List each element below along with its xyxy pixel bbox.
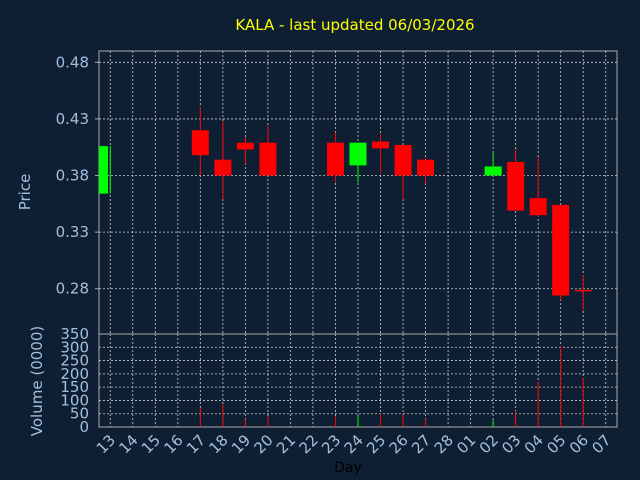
price-tick-label: 0.33 bbox=[56, 223, 89, 241]
x-axis-ticks: 1314151617181920212223242526272801020304… bbox=[93, 431, 615, 457]
volume-tick-label: 150 bbox=[60, 378, 89, 396]
price-panel: 0.48 0.43 0.38 0.33 0.28 bbox=[56, 50, 618, 335]
candle-body bbox=[349, 142, 367, 166]
volume-tick-label: 300 bbox=[60, 338, 89, 356]
volume-tick-label: 100 bbox=[60, 391, 89, 409]
price-tick-label: 0.48 bbox=[56, 53, 89, 71]
candle-body bbox=[191, 130, 209, 156]
candle-body bbox=[552, 204, 570, 296]
price-tick-label: 0.38 bbox=[56, 167, 89, 185]
candle-body bbox=[99, 146, 108, 194]
candle-body bbox=[214, 159, 232, 176]
volume-tick-label: 200 bbox=[60, 365, 89, 383]
candle-body bbox=[394, 144, 412, 176]
x-tick-label: 07 bbox=[588, 431, 614, 457]
candle-body bbox=[236, 142, 254, 150]
price-axis-label: Price bbox=[16, 174, 34, 211]
volume-axis-label: Volume (0000) bbox=[28, 326, 46, 436]
candle-body bbox=[529, 198, 547, 216]
candle-body bbox=[417, 159, 435, 176]
x-axis-label: Day bbox=[334, 460, 362, 476]
candle-body bbox=[574, 289, 592, 292]
price-tick-label: 0.28 bbox=[56, 280, 89, 298]
candle-body bbox=[372, 141, 390, 149]
price-tick-label: 0.43 bbox=[56, 110, 89, 128]
candle-body bbox=[259, 142, 277, 176]
volume-tick-label: 350 bbox=[60, 325, 89, 343]
volume-tick-label: 250 bbox=[60, 352, 89, 370]
chart-title: KALA - last updated 06/03/2026 bbox=[235, 16, 474, 34]
candle-body bbox=[326, 142, 344, 176]
candle-body bbox=[507, 161, 525, 211]
volume-tick-label: 0 bbox=[79, 418, 89, 436]
volume-tick-label: 50 bbox=[70, 405, 89, 423]
candle-body bbox=[484, 166, 502, 176]
